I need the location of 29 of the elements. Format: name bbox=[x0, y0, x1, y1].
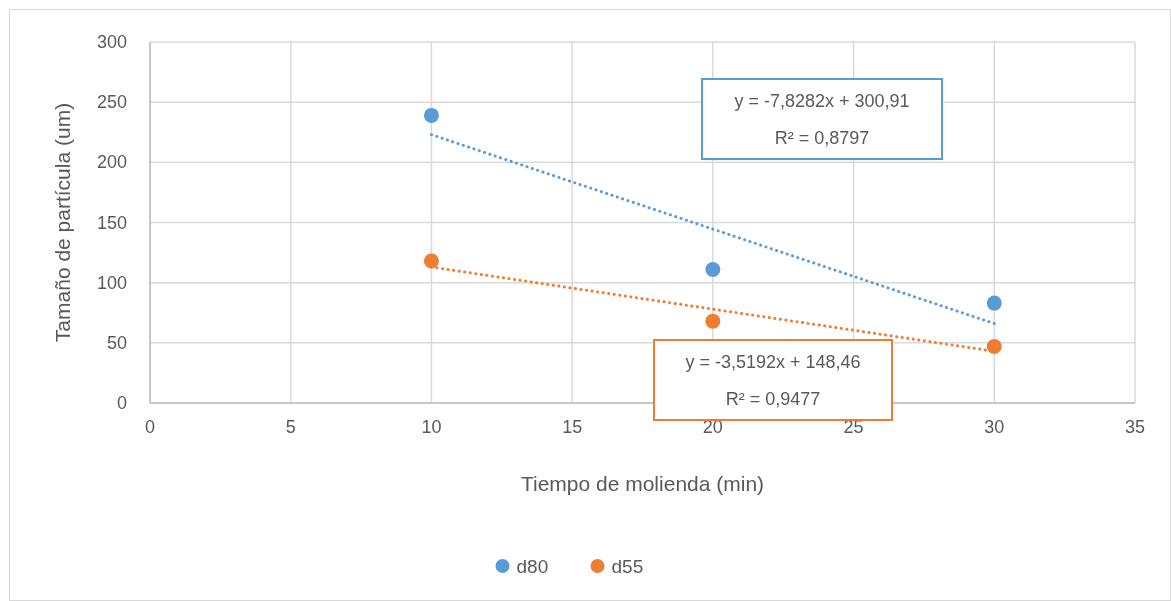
annotation: y = -3,5192x + 148,46 bbox=[685, 352, 861, 372]
annotation: y = -7,8282x + 300,91 bbox=[734, 91, 910, 111]
annotation: R² = 0,9477 bbox=[725, 389, 821, 409]
point bbox=[986, 338, 1002, 354]
y-axis-title: Tamaño de partícula (um) bbox=[51, 102, 74, 343]
x-tick-label: 35 bbox=[1124, 417, 1146, 437]
point bbox=[423, 253, 439, 269]
y-tick-label: 200 bbox=[96, 152, 127, 173]
y-tick-label: 300 bbox=[96, 32, 127, 52]
point bbox=[423, 107, 439, 123]
y-tick-label: 0 bbox=[116, 393, 127, 413]
legend-label: d55 bbox=[611, 556, 644, 577]
y-tick-label: 100 bbox=[96, 272, 127, 293]
equation-box: y = -7,8282x + 300,91 R² = 0,8797 bbox=[701, 78, 943, 160]
x-tick-label: 15 bbox=[562, 417, 583, 437]
y-tick-label: 150 bbox=[96, 212, 127, 233]
x-tick-label: 30 bbox=[984, 417, 1005, 437]
x-tick-label: 5 bbox=[285, 417, 296, 437]
x-axis-title: Tiempo de molienda (min) bbox=[520, 472, 765, 495]
y-tick-label: 250 bbox=[96, 92, 127, 113]
point bbox=[705, 261, 721, 277]
y-tick-label: 50 bbox=[106, 332, 127, 353]
x-tick-label: 10 bbox=[421, 417, 442, 437]
point bbox=[705, 313, 721, 329]
x-tick-label: 0 bbox=[144, 417, 156, 437]
point bbox=[986, 295, 1002, 311]
legend-label: d80 bbox=[516, 556, 549, 577]
annotation: R² = 0,8797 bbox=[774, 128, 870, 148]
equation-box: y = -3,5192x + 148,46 R² = 0,9477 bbox=[653, 339, 893, 421]
